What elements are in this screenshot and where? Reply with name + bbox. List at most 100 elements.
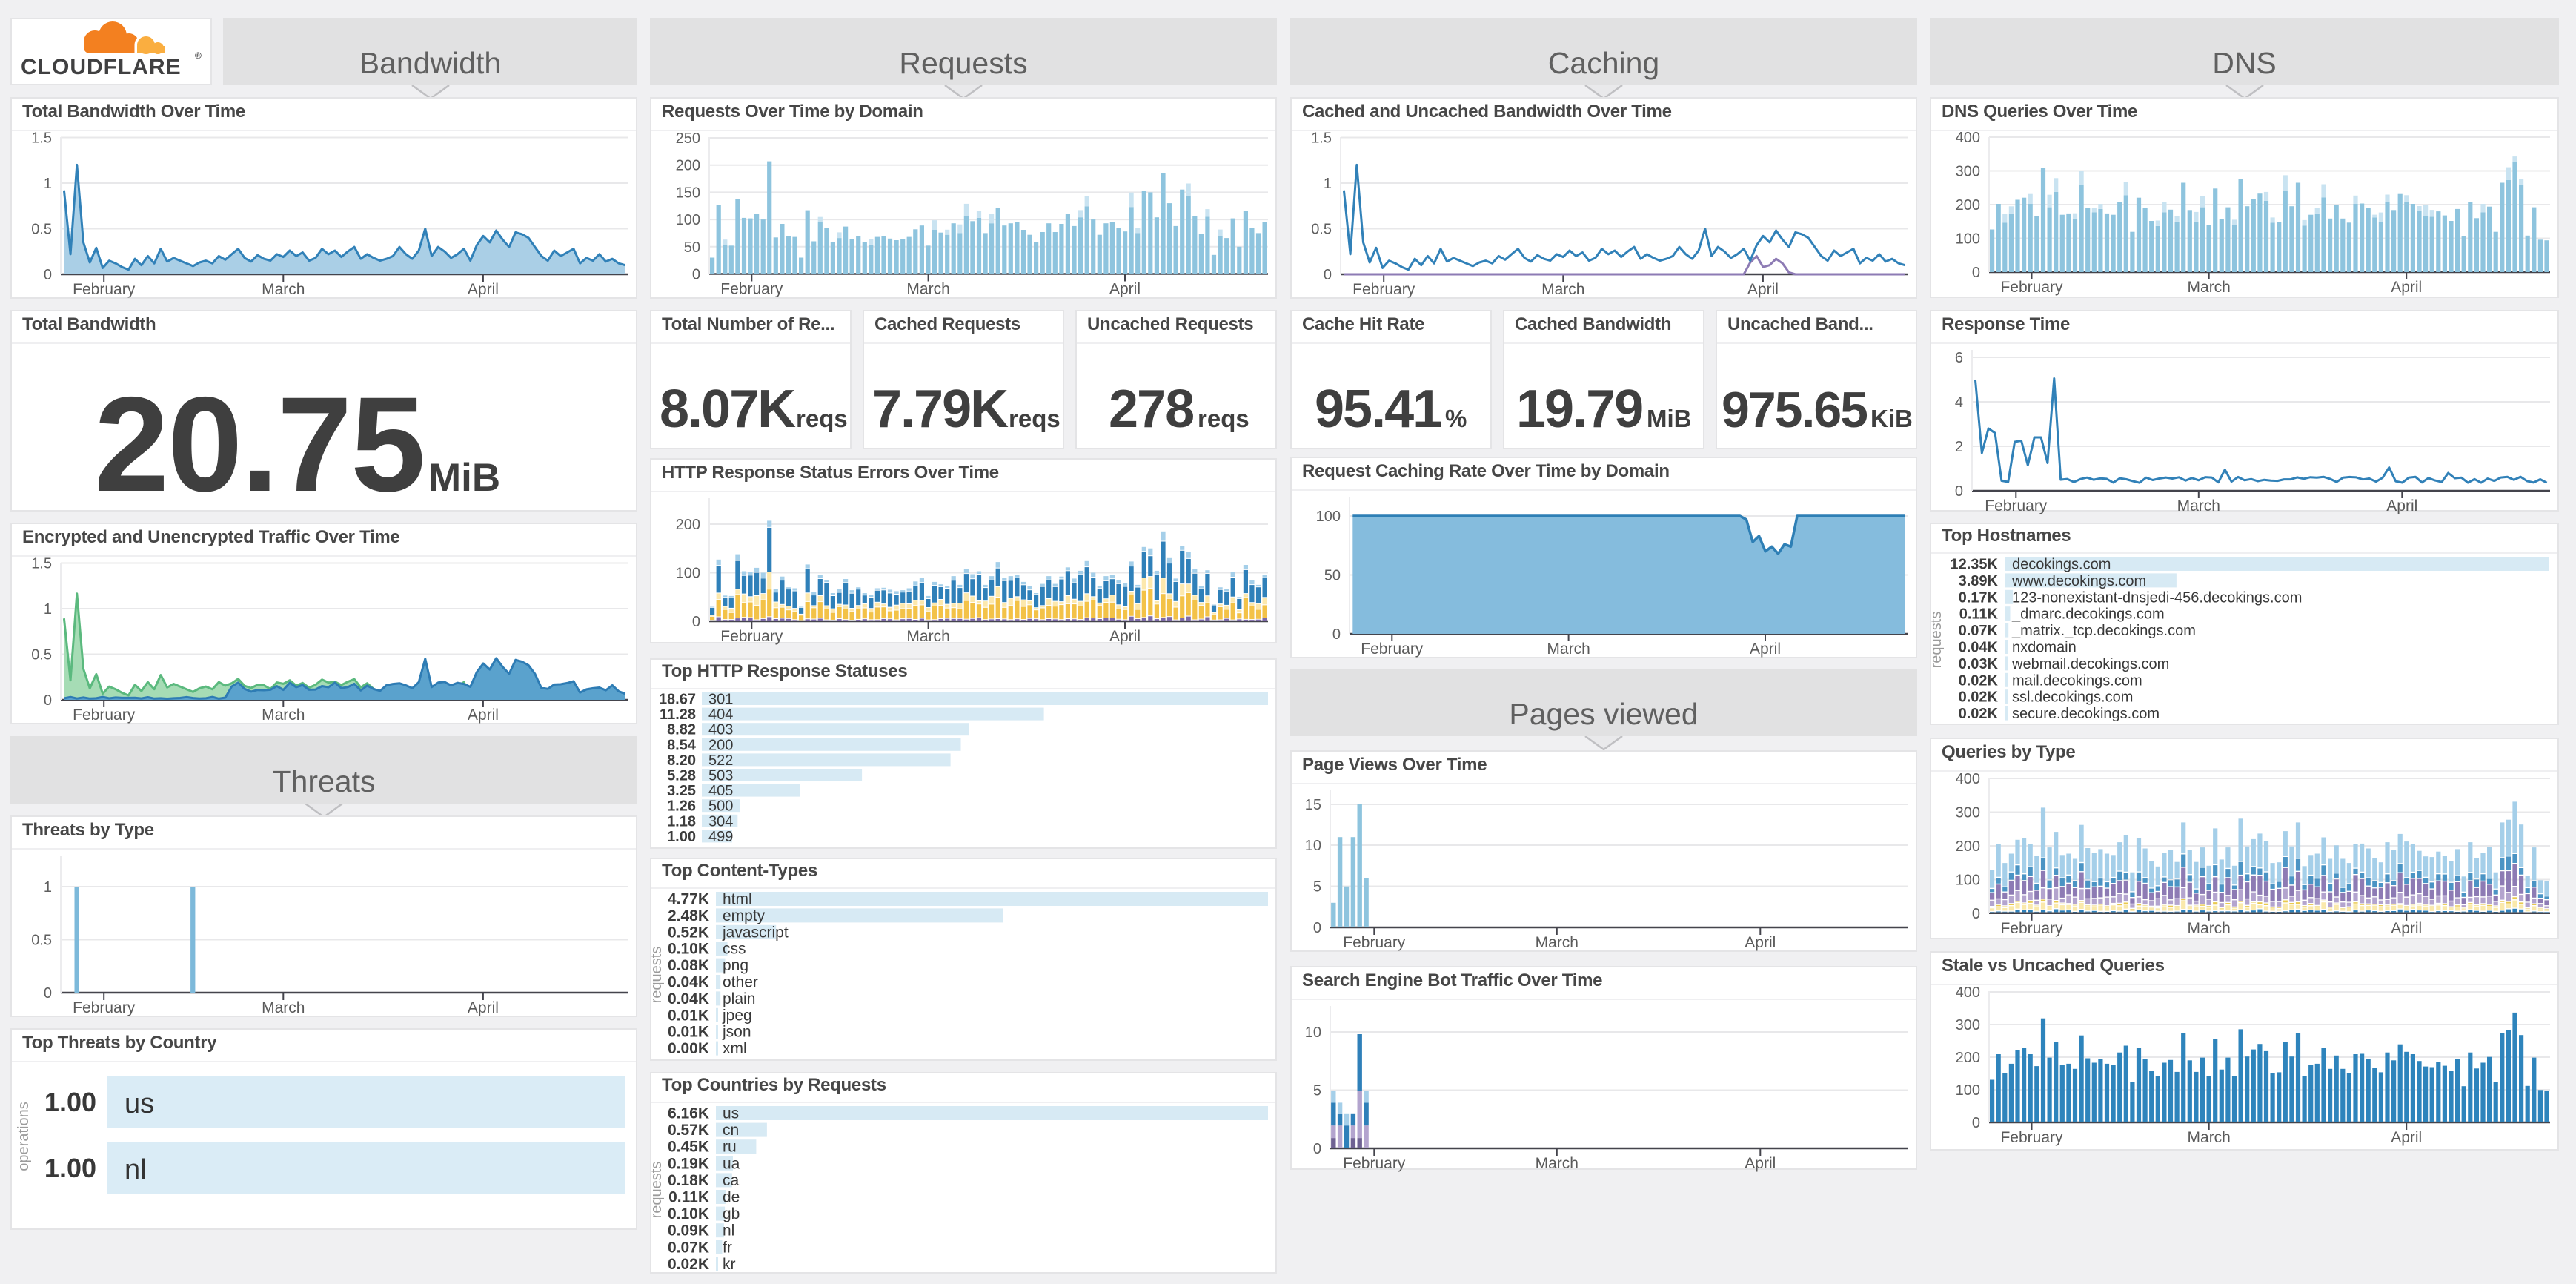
svg-text:278: 278 (1109, 380, 1193, 439)
svg-text:0.11K: 0.11K (1959, 606, 1999, 623)
svg-text:300: 300 (1956, 805, 1980, 821)
svg-text:_dmarc.decokings.com: _dmarc.decokings.com (2011, 606, 2165, 623)
svg-text:xml: xml (723, 1040, 747, 1056)
svg-text:April: April (468, 706, 499, 724)
svg-text:2.48K: 2.48K (668, 907, 709, 924)
svg-text:de: de (723, 1189, 740, 1206)
svg-text:0: 0 (1332, 626, 1341, 643)
svg-text:February: February (2000, 920, 2063, 937)
svg-text:20.75: 20.75 (94, 368, 424, 512)
svg-text:javascript: javascript (722, 924, 789, 941)
svg-text:95.41: 95.41 (1315, 380, 1441, 439)
svg-text:March: March (1547, 641, 1590, 658)
svg-text:0.02K: 0.02K (1959, 672, 1999, 689)
svg-text:503: 503 (708, 768, 733, 784)
svg-text:5: 5 (1313, 879, 1321, 896)
svg-text:7.79K: 7.79K (872, 380, 1009, 439)
svg-text:March: March (262, 706, 305, 724)
svg-text:February: February (720, 628, 783, 645)
svg-text:KiB: KiB (1870, 405, 1913, 432)
svg-text:4: 4 (1955, 394, 1963, 411)
svg-text:5.28: 5.28 (667, 768, 696, 784)
svg-text:February: February (1343, 934, 1406, 951)
svg-text:April: April (1745, 1155, 1776, 1172)
svg-text:April: April (1109, 628, 1141, 645)
svg-text:css: css (723, 941, 746, 958)
svg-text:April: April (1109, 281, 1141, 298)
svg-text:png: png (723, 957, 748, 974)
svg-text:0.07K: 0.07K (1959, 623, 1999, 639)
svg-text:February: February (1985, 497, 2048, 514)
svg-text:0: 0 (1955, 483, 1963, 500)
svg-text:April: April (2391, 1129, 2422, 1146)
svg-text:operations: operations (16, 1102, 32, 1171)
svg-text:2: 2 (1955, 439, 1963, 455)
svg-text:100: 100 (1956, 1082, 1980, 1099)
svg-text:kr: kr (723, 1256, 736, 1273)
svg-text:200: 200 (1956, 1050, 1980, 1066)
svg-text:12.35K: 12.35K (1951, 557, 1999, 573)
svg-text:ua: ua (723, 1155, 740, 1172)
svg-text:0: 0 (1324, 267, 1332, 283)
svg-text:6: 6 (1955, 350, 1963, 366)
svg-text:0.08K: 0.08K (668, 957, 709, 974)
svg-text:15: 15 (1305, 797, 1321, 813)
svg-text:304: 304 (708, 813, 733, 830)
svg-text:reqs: reqs (796, 405, 848, 432)
svg-text:1.5: 1.5 (31, 557, 52, 572)
svg-text:0: 0 (44, 267, 52, 283)
svg-text:February: February (1361, 641, 1424, 658)
svg-text:0.5: 0.5 (31, 222, 52, 238)
svg-text:us: us (723, 1105, 739, 1122)
svg-text:us: us (125, 1088, 154, 1119)
svg-text:other: other (723, 974, 758, 991)
svg-text:0.01K: 0.01K (668, 1007, 709, 1024)
svg-text:10: 10 (1305, 838, 1321, 854)
svg-text:1.00: 1.00 (44, 1153, 96, 1183)
svg-text:fr: fr (723, 1239, 732, 1256)
svg-text:0: 0 (692, 614, 700, 630)
svg-text:1: 1 (1324, 176, 1332, 192)
svg-text:ssl.decokings.com: ssl.decokings.com (2012, 689, 2133, 706)
svg-text:March: March (1536, 934, 1579, 951)
svg-text:nxdomain: nxdomain (2012, 640, 2077, 656)
svg-text:3.25: 3.25 (667, 783, 696, 799)
svg-text:0.04K: 0.04K (668, 974, 709, 991)
svg-text:decokings.com: decokings.com (2012, 557, 2111, 573)
svg-text:0.19K: 0.19K (668, 1155, 709, 1172)
svg-text:json: json (722, 1024, 751, 1041)
svg-text:reqs: reqs (1198, 405, 1249, 432)
svg-text:1: 1 (44, 176, 52, 192)
svg-text:150: 150 (676, 185, 700, 201)
svg-text:50: 50 (1324, 568, 1341, 584)
svg-text:nl: nl (125, 1154, 147, 1185)
svg-text:0.04K: 0.04K (1959, 640, 1999, 656)
svg-text:19.79: 19.79 (1516, 380, 1642, 439)
svg-text:0.09K: 0.09K (668, 1222, 709, 1240)
svg-text:_matrix._tcp.decokings.com: _matrix._tcp.decokings.com (2011, 623, 2196, 639)
svg-text:April: April (2391, 920, 2422, 937)
svg-text:April: April (468, 281, 499, 298)
svg-text:March: March (262, 281, 305, 298)
svg-text:400: 400 (1956, 131, 1980, 146)
svg-text:nl: nl (723, 1222, 734, 1240)
svg-text:975.65: 975.65 (1722, 382, 1867, 438)
svg-text:1.26: 1.26 (667, 798, 696, 815)
svg-text:403: 403 (708, 722, 733, 738)
svg-text:0.52K: 0.52K (668, 924, 709, 941)
svg-text:March: March (2177, 497, 2220, 514)
svg-text:300: 300 (1956, 1017, 1980, 1033)
svg-text:0.18K: 0.18K (668, 1172, 709, 1189)
svg-text:0: 0 (44, 985, 52, 1002)
svg-text:requests: requests (651, 947, 665, 1004)
svg-text:0.03K: 0.03K (1959, 656, 1999, 672)
svg-text:400: 400 (1956, 772, 1980, 787)
svg-text:0.11K: 0.11K (668, 1189, 709, 1206)
svg-text:100: 100 (1316, 509, 1341, 525)
svg-text:0: 0 (44, 692, 52, 709)
svg-text:0: 0 (1313, 920, 1321, 936)
svg-text:100: 100 (1956, 231, 1980, 248)
svg-text:April: April (1750, 641, 1781, 658)
svg-text:499: 499 (708, 829, 733, 845)
svg-text:jpeg: jpeg (722, 1007, 752, 1024)
